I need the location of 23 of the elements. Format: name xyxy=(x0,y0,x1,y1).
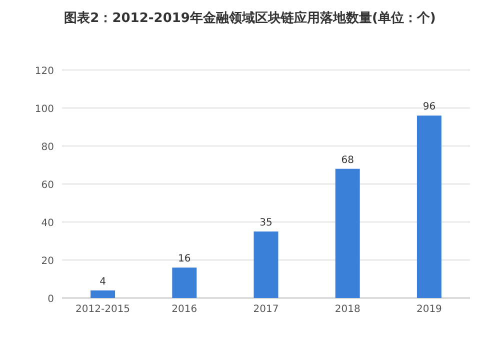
data-label: 4 xyxy=(100,276,106,288)
data-label: 16 xyxy=(178,254,191,265)
y-tick-label: 60 xyxy=(41,180,54,191)
y-tick-label: 20 xyxy=(41,256,54,267)
y-tick-label: 40 xyxy=(41,218,54,229)
chart-title: 图表2：2012-2019年金融领域区块链应用落地数量(单位：个) xyxy=(64,10,436,26)
data-label: 35 xyxy=(260,218,272,228)
x-tick-label: 2019 xyxy=(416,304,442,315)
x-tick-label: 2012-2015 xyxy=(76,304,130,315)
bar xyxy=(90,290,116,298)
bar xyxy=(172,268,197,298)
x-tick-label: 2018 xyxy=(334,304,360,315)
bar xyxy=(254,232,278,298)
x-tick-label: 2016 xyxy=(172,304,198,315)
y-tick-label: 0 xyxy=(48,294,54,305)
x-tick-label: 2017 xyxy=(253,304,279,315)
y-tick-label: 80 xyxy=(41,142,54,153)
bar xyxy=(416,116,442,298)
bar xyxy=(335,168,360,298)
data-label: 68 xyxy=(341,154,354,166)
data-label: 96 xyxy=(422,102,436,113)
y-tick-label: 100 xyxy=(34,104,54,115)
y-tick-label: 120 xyxy=(34,66,54,77)
